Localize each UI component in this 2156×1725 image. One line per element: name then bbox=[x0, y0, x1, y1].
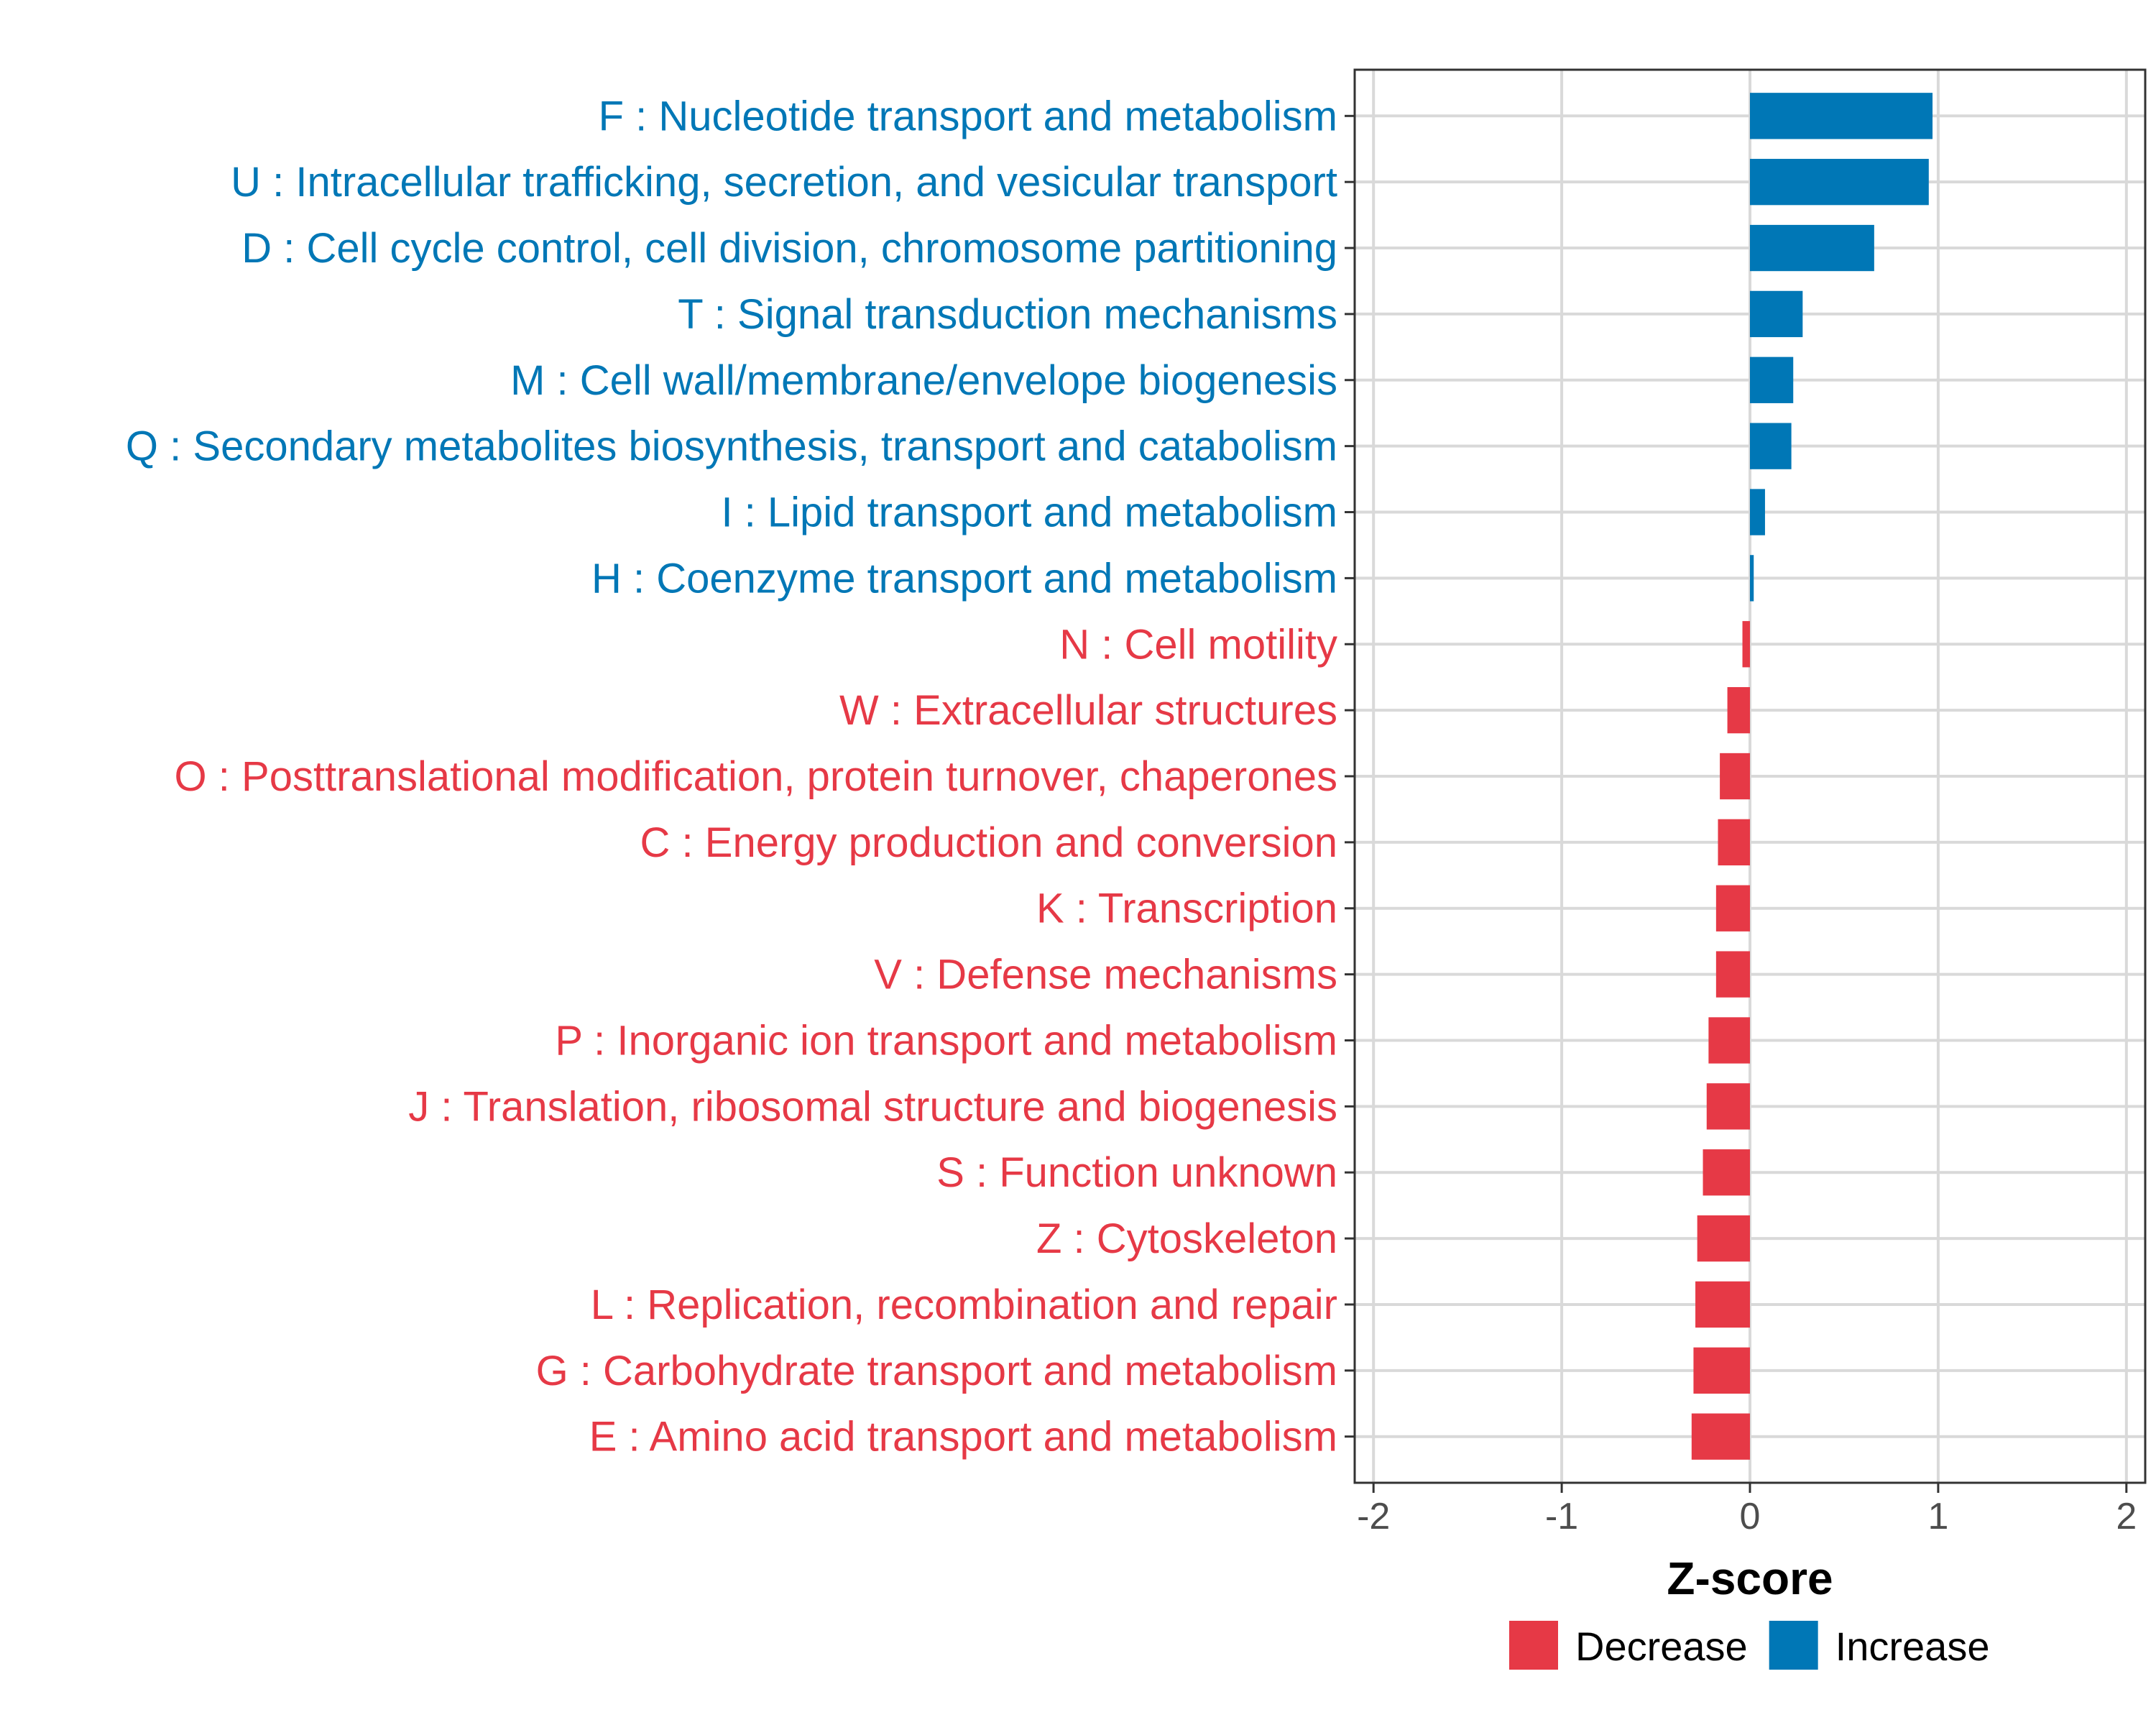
category-label: F : Nucleotide transport and metabolism bbox=[599, 93, 1337, 139]
category-label: L : Replication, recombination and repai… bbox=[591, 1282, 1337, 1328]
bar-k bbox=[1715, 885, 1750, 932]
x-axis-title: Z-score bbox=[1667, 1552, 1833, 1604]
category-label: T : Signal transduction mechanisms bbox=[678, 291, 1337, 338]
x-tick-label: -1 bbox=[1545, 1496, 1578, 1537]
legend-label-increase: Increase bbox=[1835, 1624, 1990, 1669]
bar-f bbox=[1750, 93, 1933, 139]
bar-p bbox=[1708, 1017, 1750, 1064]
category-label: C : Energy production and conversion bbox=[640, 819, 1337, 866]
category-label: G : Carbohydrate transport and metabolis… bbox=[536, 1348, 1337, 1394]
category-label: W : Extracellular structures bbox=[839, 687, 1337, 734]
bar-s bbox=[1703, 1149, 1750, 1196]
bar-e bbox=[1691, 1413, 1750, 1460]
bar-layer bbox=[1691, 93, 1933, 1460]
category-label: Z : Cytoskeleton bbox=[1036, 1215, 1337, 1262]
y-tick-layer: F : Nucleotide transport and metabolism U… bbox=[126, 93, 1355, 1460]
x-tick-label: 0 bbox=[1740, 1496, 1761, 1537]
bar-u bbox=[1750, 159, 1929, 206]
bar-l bbox=[1695, 1281, 1750, 1328]
bar-z bbox=[1697, 1215, 1750, 1262]
category-label: M : Cell wall/membrane/envelope biogenes… bbox=[510, 357, 1337, 404]
category-label: H : Coenzyme transport and metabolism bbox=[591, 555, 1337, 602]
bar-j bbox=[1706, 1083, 1750, 1130]
category-label: E : Amino acid transport and metabolism bbox=[589, 1414, 1337, 1460]
x-tick-layer: -2 -1 0 1 2 bbox=[1357, 1483, 2137, 1537]
bar-t bbox=[1750, 290, 1803, 338]
x-tick-label: -2 bbox=[1357, 1496, 1390, 1537]
category-label: J : Translation, ribosomal structure and… bbox=[408, 1083, 1337, 1130]
category-label: K : Transcription bbox=[1036, 886, 1337, 932]
category-label: P : Inorganic ion transport and metaboli… bbox=[555, 1017, 1337, 1064]
x-tick-label: 1 bbox=[1927, 1496, 1948, 1537]
category-label: I : Lipid transport and metabolism bbox=[721, 489, 1337, 536]
bar-m bbox=[1750, 356, 1794, 403]
bar-v bbox=[1715, 951, 1750, 998]
legend: Decrease Increase bbox=[1509, 1621, 1989, 1670]
category-label: O : Posttranslational modification, prot… bbox=[175, 753, 1337, 800]
category-label: V : Defense mechanisms bbox=[874, 952, 1337, 998]
bar-n bbox=[1742, 621, 1750, 668]
legend-swatch-increase bbox=[1769, 1621, 1818, 1670]
legend-label-decrease: Decrease bbox=[1575, 1624, 1748, 1669]
category-label: U : Intracellular trafficking, secretion… bbox=[231, 159, 1337, 206]
x-tick-label: 2 bbox=[2116, 1496, 2137, 1537]
bar-d bbox=[1750, 224, 1874, 272]
bar-g bbox=[1693, 1347, 1750, 1394]
legend-swatch-decrease bbox=[1509, 1621, 1558, 1670]
category-label: D : Cell cycle control, cell division, c… bbox=[241, 225, 1337, 272]
category-label: N : Cell motility bbox=[1059, 621, 1337, 668]
bar-i bbox=[1750, 489, 1765, 535]
bar-w bbox=[1727, 686, 1750, 734]
bar-c bbox=[1718, 819, 1750, 866]
bar-h bbox=[1750, 555, 1754, 602]
bar-o bbox=[1720, 753, 1750, 800]
category-label: S : Function unknown bbox=[936, 1149, 1337, 1196]
bar-q bbox=[1750, 423, 1792, 469]
category-label: Q : Secondary metabolites biosynthesis, … bbox=[126, 423, 1337, 470]
